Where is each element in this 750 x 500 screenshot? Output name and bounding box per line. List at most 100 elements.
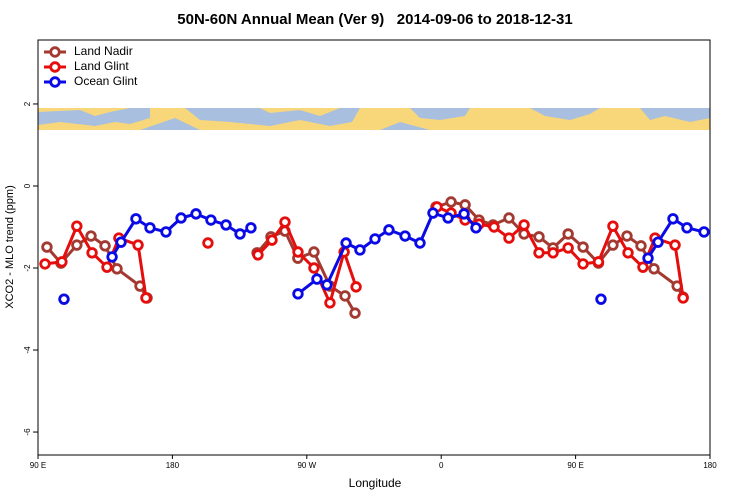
data-point: [503, 212, 515, 224]
data-point: [234, 228, 246, 240]
data-point: [698, 226, 710, 238]
data-point: [349, 307, 361, 319]
data-point: [324, 297, 336, 309]
data-point: [648, 263, 660, 275]
data-point: [56, 256, 68, 268]
y-tick-label: -6: [23, 428, 32, 436]
data-point: [445, 196, 457, 208]
data-point: [144, 222, 156, 234]
data-point: [130, 213, 142, 225]
data-point: [547, 247, 559, 259]
y-tick-label: -4: [23, 346, 32, 354]
legend-label: Land Nadir: [74, 44, 133, 58]
data-point: [427, 207, 439, 219]
data-point: [292, 246, 304, 258]
data-point: [577, 258, 589, 270]
map-strip: [38, 108, 710, 130]
data-point: [245, 222, 257, 234]
data-point: [533, 247, 545, 259]
y-tick-label: 2: [23, 101, 32, 106]
data-point: [592, 256, 605, 268]
x-tick-label: 90 W: [297, 461, 316, 470]
data-point: [607, 220, 619, 232]
data-point: [41, 241, 53, 253]
data-point: [488, 221, 500, 233]
data-point: [677, 292, 689, 304]
legend-marker: [49, 46, 61, 58]
x-axis-label: Longitude: [349, 476, 402, 490]
data-point: [577, 241, 589, 253]
data-point: [85, 230, 97, 242]
y-axis-label: XCO2 - MLO trend (ppm): [4, 185, 16, 308]
x-tick-label: 0: [439, 461, 444, 470]
data-point: [321, 279, 333, 291]
data-point: [470, 222, 482, 234]
data-point: [621, 230, 633, 242]
legend-marker: [49, 61, 61, 73]
legend-marker: [49, 76, 61, 88]
data-point: [39, 258, 51, 270]
data-point: [669, 239, 681, 251]
x-tick-label: 180: [703, 461, 717, 470]
data-point: [459, 199, 471, 211]
y-tick-label: -2: [23, 264, 32, 272]
data-point: [518, 219, 530, 231]
data-point: [622, 247, 634, 259]
data-point: [71, 220, 83, 232]
legend-label: Ocean Glint: [74, 74, 138, 88]
x-tick-label: 90 E: [30, 461, 46, 470]
data-point: [562, 228, 574, 240]
data-point: [681, 222, 693, 234]
data-point: [266, 234, 278, 246]
data-point: [292, 288, 304, 300]
data-point: [160, 226, 172, 238]
data-point: [350, 281, 362, 293]
data-point: [140, 292, 152, 304]
data-point: [458, 208, 470, 220]
data-point: [311, 273, 323, 285]
data-point: [101, 261, 113, 273]
data-point: [667, 213, 679, 225]
data-point: [205, 214, 217, 226]
data-point: [99, 240, 111, 252]
data-point: [106, 251, 118, 263]
data-point: [369, 233, 381, 245]
data-point: [562, 242, 574, 254]
chart-title: 50N-60N Annual Mean (Ver 9) 2014-09-06 t…: [177, 11, 572, 28]
data-point: [190, 208, 202, 220]
data-point: [175, 212, 187, 224]
data-point: [279, 216, 291, 228]
data-point: [86, 247, 98, 259]
y-tick-label: 0: [23, 183, 32, 188]
data-point: [595, 293, 607, 305]
legend-label: Land Glint: [74, 59, 129, 73]
x-tick-label: 180: [166, 461, 180, 470]
plot-frame: [37, 39, 711, 456]
data-point: [220, 219, 232, 231]
data-point: [339, 290, 351, 302]
data-point: [652, 236, 664, 248]
data-point: [637, 261, 649, 273]
data-point: [383, 224, 395, 236]
data-point: [607, 239, 619, 251]
data-point: [202, 237, 214, 249]
data-point: [252, 249, 264, 261]
data-point: [442, 212, 454, 224]
data-point: [635, 240, 647, 252]
data-point: [533, 231, 545, 243]
data-point: [414, 237, 426, 249]
data-point: [308, 246, 320, 258]
data-point: [111, 263, 123, 275]
data-point: [642, 252, 654, 264]
data-point: [399, 230, 411, 242]
data-point: [308, 262, 320, 274]
data-point: [115, 236, 127, 248]
data-point: [340, 237, 352, 249]
data-point: [354, 244, 366, 256]
x-tick-label: 90 E: [567, 461, 583, 470]
data-point: [132, 239, 144, 251]
data-point: [71, 239, 83, 251]
